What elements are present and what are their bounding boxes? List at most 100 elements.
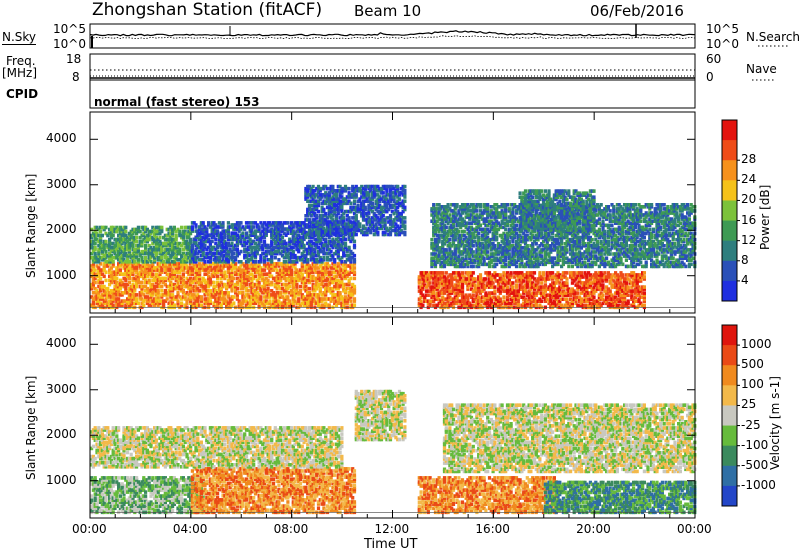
power-echo-cell — [243, 239, 247, 244]
power-echo-cell — [172, 227, 176, 232]
power-echo-cell — [338, 247, 342, 252]
power-echo-cell — [347, 222, 351, 226]
power-echo-cell — [477, 279, 481, 283]
power-echo-cell — [320, 232, 324, 237]
power-echo-cell — [307, 241, 312, 246]
power-echo-cell — [221, 293, 225, 297]
power-echo-cell — [217, 221, 221, 225]
power-echo-cell — [300, 268, 304, 272]
power-echo-cell — [484, 297, 488, 301]
power-echo-cell — [199, 231, 203, 235]
power-echo-cell — [250, 251, 254, 256]
power-echo-cell — [160, 266, 164, 270]
power-echo-cell — [342, 226, 346, 231]
power-echo-cell — [351, 224, 355, 228]
power-echo-cell — [183, 225, 187, 230]
power-echo-cell — [187, 245, 191, 250]
power-echo-cell — [167, 239, 171, 244]
power-echo-cell — [354, 195, 358, 199]
power-echo-cell — [320, 276, 324, 281]
power-echo-cell — [291, 301, 295, 305]
power-echo-cell — [171, 247, 175, 252]
power-echo-cell — [279, 276, 283, 281]
power-echo-cell — [117, 270, 121, 274]
power-echo-cell — [403, 226, 407, 231]
power-echo-cell — [435, 283, 439, 287]
power-echo-cell — [336, 278, 340, 283]
power-echo-cell — [527, 289, 531, 293]
power-echo-cell — [349, 299, 353, 303]
power-echo-cell — [118, 278, 122, 283]
power-echo-cell — [378, 222, 382, 226]
power-echo-cell — [136, 249, 140, 254]
power-echo-cell — [376, 189, 380, 193]
power-echo-cell — [144, 270, 148, 274]
power-echo-cell — [226, 231, 230, 235]
power-echo-cell — [361, 218, 366, 222]
power-echo-cell — [313, 205, 317, 210]
power-echo-cell — [493, 303, 497, 308]
power-echo-cell — [108, 247, 112, 252]
power-echo-cell — [315, 284, 319, 289]
power-echo-cell — [228, 237, 232, 242]
power-echo-cell — [203, 286, 207, 291]
power-echo-cell — [217, 243, 221, 248]
power-echo-cell — [325, 216, 330, 220]
power-echo-cell — [352, 207, 357, 212]
power-echo-cell — [295, 268, 299, 272]
power-echo-cell — [138, 291, 142, 295]
power-echo-cell — [343, 232, 348, 237]
power-echo-cell — [203, 289, 207, 293]
power-echo-cell — [187, 247, 191, 252]
power-echo-cell — [324, 270, 328, 274]
power-echo-cell — [117, 227, 121, 232]
power-echo-cell — [480, 299, 484, 303]
power-echo-cell — [505, 275, 510, 279]
power-echo-cell — [284, 253, 288, 258]
power-echo-cell — [334, 199, 339, 203]
power-echo-cell — [115, 247, 119, 252]
power-echo-cell — [216, 249, 220, 254]
power-echo-cell — [282, 221, 286, 225]
power-echo-cell — [178, 270, 182, 274]
power-echo-cell — [208, 241, 212, 246]
power-echo-cell — [347, 193, 351, 197]
power-echo-cell — [532, 277, 537, 281]
power-echo-cell — [336, 243, 340, 248]
power-echo-cell — [322, 247, 326, 252]
power-echo-cell — [208, 258, 212, 262]
power-echo-cell — [207, 233, 211, 237]
power-echo-cell — [235, 243, 239, 248]
nsky-tick-bottom: 10^0 — [53, 37, 86, 51]
power-echo-cell — [493, 289, 497, 293]
power-echo-cell — [190, 247, 194, 252]
power-echo-cell — [392, 203, 396, 208]
nsearch-trace — [89, 35, 696, 40]
power-echo-cell — [560, 303, 564, 308]
power-echo-cell — [316, 297, 321, 301]
power-echo-cell — [228, 243, 232, 248]
power-echo-cell — [291, 264, 295, 268]
power-echo-cell — [318, 228, 322, 233]
power-echo-cell — [298, 303, 303, 307]
power-echo-cell — [255, 291, 259, 295]
power-echo-cell — [127, 268, 131, 272]
power-echo-cell — [127, 247, 131, 252]
power-echo-cell — [205, 284, 209, 289]
power-echo-cell — [304, 191, 308, 195]
power-echo-cell — [565, 287, 569, 291]
power-echo-cell — [309, 207, 313, 212]
power-echo-cell — [255, 245, 259, 250]
power-echo-cell — [246, 251, 250, 256]
power-echo-cell — [520, 303, 524, 308]
power-echo-cell — [374, 230, 378, 235]
power-echo-cell — [457, 299, 461, 303]
power-echo-cell — [156, 274, 160, 279]
power-echo-cell — [505, 291, 510, 295]
power-echo-cell — [307, 268, 312, 272]
power-echo-cell — [171, 301, 175, 305]
power-echo-cell — [154, 284, 158, 289]
power-echo-cell — [185, 233, 189, 238]
power-echo-cell — [169, 256, 173, 260]
power-echo-cell — [235, 286, 239, 291]
